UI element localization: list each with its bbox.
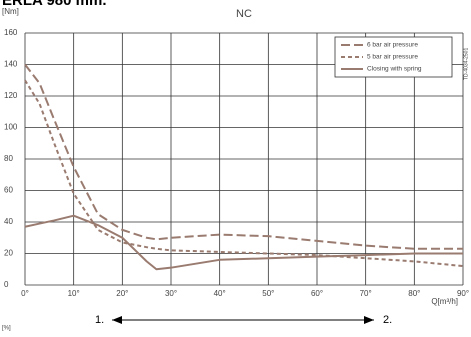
x-tick-label: 40° bbox=[214, 289, 226, 298]
chart-title: ERLA 980 mm. bbox=[2, 0, 106, 9]
x-tick-label: 20° bbox=[116, 289, 128, 298]
x-tick-label: 0° bbox=[21, 289, 29, 298]
arrow-head bbox=[364, 316, 374, 324]
series-line bbox=[24, 79, 464, 268]
x-tick-label: 10° bbox=[68, 289, 80, 298]
x-axis-label: Q[m³/h] bbox=[431, 297, 458, 306]
legend-label: Closing with spring bbox=[367, 66, 422, 73]
y-tick-label: 0 bbox=[4, 280, 9, 289]
y-tick-label: 100 bbox=[4, 123, 18, 132]
y-tick-label: 20 bbox=[4, 249, 13, 258]
x-tick-label: 90° bbox=[457, 289, 469, 298]
side-code: TD-4034-2501 bbox=[463, 48, 469, 80]
y-axis-label: [Nm] bbox=[2, 7, 19, 16]
legend-label: 6 bar air pressure bbox=[367, 42, 418, 49]
footer-label: [%] bbox=[2, 326, 11, 332]
range-arrow bbox=[112, 316, 374, 324]
y-tick-label: 60 bbox=[4, 186, 13, 195]
range-end: 2. bbox=[383, 314, 392, 326]
y-tick-label: 40 bbox=[4, 217, 13, 226]
series-line bbox=[24, 214, 463, 271]
legend-box bbox=[334, 36, 453, 78]
chart-subtitle: NC bbox=[236, 8, 252, 20]
y-tick-label: 120 bbox=[4, 91, 18, 100]
x-tick-label: 80° bbox=[408, 289, 420, 298]
x-tick-label: 60° bbox=[311, 289, 323, 298]
x-tick-label: 50° bbox=[262, 289, 274, 298]
y-tick-label: 160 bbox=[4, 28, 18, 37]
arrow-head bbox=[112, 316, 122, 324]
range-start: 1. bbox=[95, 314, 104, 326]
y-tick-label: 140 bbox=[4, 60, 18, 69]
series-line bbox=[24, 63, 463, 250]
legend-label: 5 bar air pressure bbox=[367, 54, 418, 61]
y-tick-label: 80 bbox=[4, 154, 13, 163]
x-tick-label: 30° bbox=[165, 289, 177, 298]
x-tick-label: 70° bbox=[360, 289, 372, 298]
